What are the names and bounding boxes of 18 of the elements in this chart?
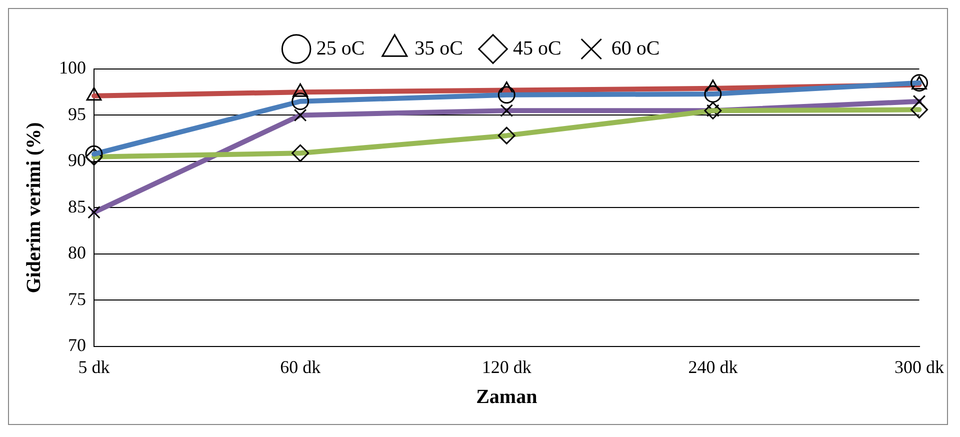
legend-label: 35 oC	[414, 37, 464, 60]
x-axis-title: Zaman	[476, 386, 538, 408]
legend-label: 45 oC	[513, 37, 562, 60]
y-tick-label: 95	[68, 104, 86, 124]
y-tick-label: 85	[68, 196, 86, 216]
x-tick-label: 60 dk	[280, 356, 321, 377]
legend-label: 25 oC	[316, 37, 365, 60]
x-tick-label: 5 dk	[78, 356, 110, 377]
legend-label: 60 oC	[611, 37, 660, 60]
x-tick-label: 300 dk	[894, 356, 944, 377]
x-tick-label: 240 dk	[688, 356, 738, 377]
y-tick-label: 100	[59, 58, 86, 78]
y-tick-label: 70	[68, 335, 86, 356]
y-tick-label: 75	[68, 288, 86, 309]
y-axis-title: Giderim verimi (%)	[23, 122, 46, 294]
y-tick-label: 90	[68, 150, 86, 170]
x-tick-label: 120 dk	[482, 356, 532, 377]
y-tick-label: 80	[68, 242, 86, 263]
